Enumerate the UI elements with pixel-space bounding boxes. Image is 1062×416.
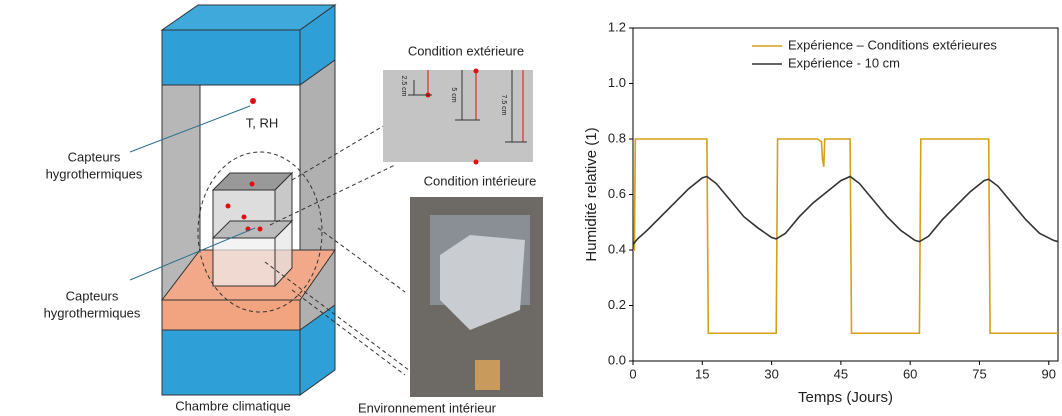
legend-label: Expérience – Conditions extérieures bbox=[788, 37, 997, 52]
y-tick-label: 0.4 bbox=[608, 241, 626, 256]
series-line bbox=[633, 139, 1058, 333]
x-tick-label: 90 bbox=[1042, 366, 1056, 381]
depth-label: 7.5 cm bbox=[500, 94, 507, 115]
sensor-label: Capteurs bbox=[66, 288, 119, 303]
x-axis-label: Temps (Jours) bbox=[798, 389, 893, 406]
y-tick-label: 1.2 bbox=[608, 19, 626, 34]
figure: Capteurs hygrothermiques Capteurs hygrot… bbox=[0, 0, 1062, 416]
x-tick-label: 15 bbox=[695, 366, 709, 381]
interior-env-label: Environnement intérieur bbox=[358, 400, 497, 415]
depth-label: 5 cm bbox=[450, 87, 457, 102]
x-tick-label: 45 bbox=[834, 366, 848, 381]
y-tick-label: 0.0 bbox=[608, 352, 626, 367]
y-tick-label: 0.2 bbox=[608, 297, 626, 312]
plot-frame bbox=[633, 28, 1058, 361]
depth-label: 2.5 cm bbox=[400, 75, 407, 96]
x-tick-label: 30 bbox=[764, 366, 778, 381]
sensor-label: hygrothermiques bbox=[46, 166, 143, 181]
y-tick-label: 0.6 bbox=[608, 186, 626, 201]
y-tick-label: 1.0 bbox=[608, 75, 626, 90]
x-tick-label: 75 bbox=[972, 366, 986, 381]
chart: 0.0 0.2 0.4 0.6 0.8 1.0 1.2 0 15 30 45 60 75 90 Temps … bbox=[583, 19, 1058, 406]
chamber-drawing bbox=[130, 5, 543, 397]
x-tick-label: 60 bbox=[903, 366, 917, 381]
chamber-label: Chambre climatique bbox=[175, 398, 291, 413]
x-tick-label: 0 bbox=[629, 366, 636, 381]
series-line bbox=[633, 176, 1058, 244]
legend-label: Expérience - 10 cm bbox=[788, 55, 900, 70]
interior-label: Condition intérieure bbox=[424, 173, 537, 188]
y-axis-label: Humidité relative (1) bbox=[583, 127, 600, 261]
sensor-label: hygrothermiques bbox=[44, 305, 141, 320]
y-tick-label: 0.8 bbox=[608, 130, 626, 145]
sensor-label: Capteurs bbox=[68, 149, 121, 164]
t-rh-label: T, RH bbox=[246, 115, 279, 130]
exterior-label: Condition extérieure bbox=[408, 43, 524, 58]
